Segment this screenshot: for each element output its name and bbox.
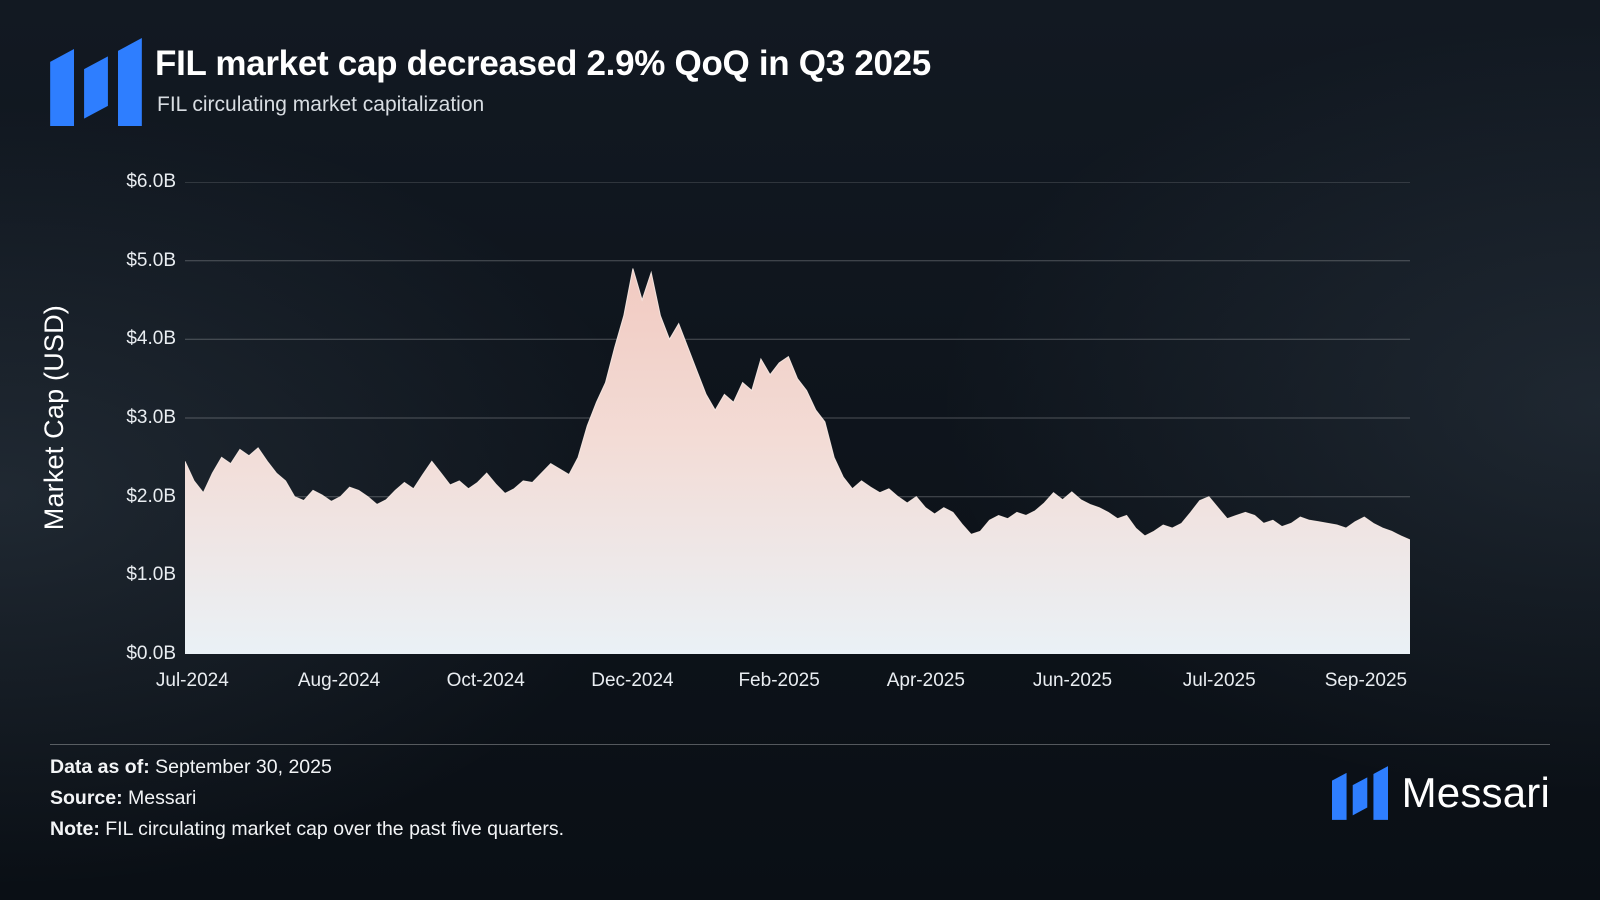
chart-subtitle: FIL circulating market capitalization	[157, 93, 485, 116]
footer-source: Source: Messari	[50, 787, 196, 810]
y-tick-label: $3.0B	[126, 407, 176, 428]
footer-data-as-of-value: September 30, 2025	[149, 756, 332, 778]
footer-note: Note: FIL circulating market cap over th…	[50, 818, 564, 841]
market-cap-area-series	[185, 268, 1410, 654]
chart-title: FIL market cap decreased 2.9% QoQ in Q3 …	[155, 44, 931, 83]
brand-footer: Messari	[1331, 766, 1550, 820]
footer-divider	[50, 744, 1550, 745]
footer-source-label: Source:	[50, 787, 123, 809]
footer-note-label: Note:	[50, 818, 100, 840]
footer-data-as-of: Data as of: September 30, 2025	[50, 756, 332, 779]
x-tick-label: Jun-2025	[1032, 670, 1113, 691]
y-tick-label: $0.0B	[126, 643, 176, 664]
messari-logo-icon	[1331, 766, 1388, 820]
x-tick-label: Sep-2025	[1324, 670, 1408, 691]
y-axis-title: Market Cap (USD)	[28, 182, 80, 654]
x-tick-label: Aug-2024	[297, 670, 381, 691]
y-axis-title-text: Market Cap (USD)	[38, 305, 69, 531]
y-axis-labels: $0.0B $1.0B $2.0B $3.0B $4.0B $5.0B $6.0B	[90, 171, 176, 664]
x-tick-label: Apr-2025	[886, 670, 965, 691]
footer-source-value: Messari	[122, 787, 197, 809]
footer-data-as-of-label: Data as of:	[50, 756, 150, 778]
x-axis-labels: Jul-2024 Aug-2024 Oct-2024 Dec-2024 Feb-2025…	[156, 670, 1410, 700]
brand-wordmark: Messari	[1401, 769, 1550, 816]
footer-note-value: FIL circulating market cap over the past…	[99, 818, 565, 840]
x-tick-label: Jul-2024	[155, 670, 229, 691]
y-tick-label: $6.0B	[126, 171, 176, 192]
y-tick-label: $1.0B	[126, 564, 176, 586]
y-tick-label: $5.0B	[126, 249, 176, 271]
y-tick-label: $2.0B	[126, 485, 176, 507]
market-cap-line	[184, 268, 1411, 541]
plot-area	[184, 181, 1411, 655]
x-tick-label: Feb-2025	[738, 670, 820, 691]
x-tick-label: Jul-2025	[1182, 670, 1256, 691]
x-tick-label: Dec-2024	[591, 670, 674, 691]
y-tick-label: $4.0B	[126, 328, 176, 350]
area-chart-svg	[184, 181, 1411, 655]
x-tick-label: Oct-2024	[446, 670, 525, 691]
messari-logo-icon	[50, 38, 142, 126]
